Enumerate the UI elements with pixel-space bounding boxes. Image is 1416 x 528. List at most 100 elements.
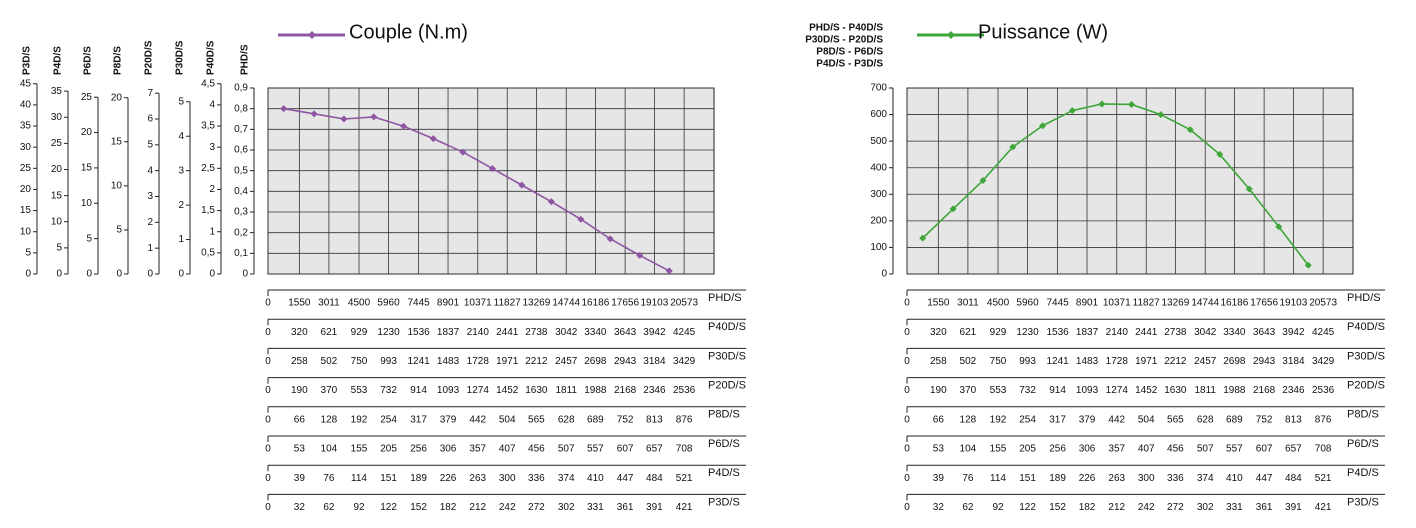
x-tick-label: 3042 [555, 327, 578, 338]
x-tick-label: 2698 [1223, 356, 1246, 367]
x-tick-label: 2536 [673, 385, 696, 396]
y-tick-label: 6 [147, 114, 153, 125]
y-tick-label: 5 [178, 96, 184, 107]
x-tick-label: 421 [1315, 502, 1332, 513]
x-axis-name: P8D/S [708, 409, 740, 421]
x-tick-label: 114 [990, 473, 1006, 484]
y-tick-label: 40 [20, 100, 32, 111]
x-tick-label: 689 [1226, 414, 1243, 425]
x-tick-label: 3042 [1194, 327, 1217, 338]
y-axis-name: P40D/S [206, 40, 217, 75]
x-tick-label: 2212 [1164, 356, 1187, 367]
x-tick-label: 1483 [437, 356, 460, 367]
y-tick-label: 0 [242, 269, 248, 280]
y-tick-label: 0,6 [234, 145, 248, 156]
x-tick-label: 5960 [377, 298, 400, 309]
x-tick-label: 391 [646, 502, 663, 513]
y-tick-label: 15 [81, 163, 93, 174]
x-tick-label: 258 [930, 356, 947, 367]
data-point [1157, 111, 1165, 119]
data-point [979, 176, 987, 184]
y-tick-label: 0,4 [234, 186, 248, 197]
y-tick-label: 100 [870, 242, 887, 253]
x-tick-label: 2168 [1253, 385, 1276, 396]
y-tick-label: 300 [870, 189, 887, 200]
x-tick-label: 2346 [643, 385, 666, 396]
x-tick-label: 19103 [640, 298, 668, 309]
data-point [547, 198, 555, 206]
y-tick-label: 500 [870, 136, 887, 147]
y-tick-label: 1 [178, 234, 184, 245]
x-tick-label: 3011 [318, 298, 340, 309]
x-tick-label: 1536 [1046, 327, 1069, 338]
x-tick-label: 104 [321, 444, 338, 455]
x-tick-label: 447 [617, 473, 634, 484]
y-axis-name: P30D/S [175, 40, 186, 75]
x-tick-label: 410 [1226, 473, 1243, 484]
x-tick-label: 306 [440, 444, 457, 455]
y-tick-label: 25 [51, 138, 63, 149]
x-tick-label: 732 [1019, 385, 1036, 396]
x-axis-name: P4D/S [1347, 467, 1379, 479]
chart-title: Couple (N.m) [349, 21, 468, 43]
data-point [280, 105, 288, 113]
x-tick-label: 300 [1138, 473, 1155, 484]
data-point [606, 235, 614, 243]
y-tick-label: 20 [20, 184, 32, 195]
x-tick-label: 336 [528, 473, 545, 484]
x-tick-label: 553 [990, 385, 1007, 396]
x-tick-label: 17656 [611, 298, 639, 309]
x-tick-label: 752 [1256, 414, 1273, 425]
x-tick-label: 182 [440, 502, 457, 513]
y-tick-label: 10 [20, 226, 32, 237]
x-tick-label: 407 [1138, 444, 1155, 455]
x-tick-label: 708 [1315, 444, 1332, 455]
x-tick-label: 10371 [464, 298, 492, 309]
x-tick-label: 3643 [614, 327, 637, 338]
x-tick-label: 1988 [1223, 385, 1246, 396]
y-tick-label: 0 [147, 269, 153, 280]
y-tick-label: 45 [20, 78, 32, 89]
y-tick-label: 5 [86, 233, 92, 244]
x-tick-label: 3184 [1282, 356, 1305, 367]
y-tick-label: 1,5 [201, 205, 215, 216]
x-tick-label: 1971 [496, 356, 519, 367]
x-tick-label: 557 [587, 444, 604, 455]
axis-group-label: P30D/S - P20D/S [805, 35, 883, 46]
x-tick-label: 750 [990, 356, 1007, 367]
y-axis-name: P3D/S [22, 46, 33, 75]
x-tick-label: 0 [904, 502, 910, 513]
y-tick-label: 10 [81, 198, 93, 209]
x-tick-label: 11827 [1133, 298, 1161, 309]
x-tick-label: 0 [265, 385, 271, 396]
x-tick-label: 565 [1167, 414, 1184, 425]
x-tick-label: 553 [351, 385, 368, 396]
data-point [429, 135, 437, 143]
x-tick-label: 1630 [1164, 385, 1187, 396]
x-axis-name: PHD/S [708, 292, 742, 304]
x-tick-label: 3429 [1312, 356, 1335, 367]
x-tick-label: 114 [351, 473, 367, 484]
x-tick-label: 152 [410, 502, 427, 513]
x-tick-label: 66 [933, 414, 945, 425]
x-tick-label: 421 [676, 502, 693, 513]
y-tick-label: 0,1 [234, 248, 248, 259]
data-point [518, 181, 526, 189]
y-axis-name: P6D/S [83, 46, 94, 75]
x-tick-label: 813 [646, 414, 663, 425]
x-tick-label: 3643 [1253, 327, 1276, 338]
axis-group-label: PHD/S - P40D/S [809, 23, 883, 34]
data-point [1245, 185, 1253, 193]
x-tick-label: 0 [265, 414, 271, 425]
x-tick-label: 62 [323, 502, 335, 513]
y-tick-label: 25 [20, 163, 32, 174]
y-tick-label: 4 [147, 165, 153, 176]
x-tick-label: 521 [1315, 473, 1332, 484]
x-tick-label: 0 [904, 473, 910, 484]
x-tick-label: 189 [410, 473, 427, 484]
x-tick-label: 7445 [1046, 298, 1069, 309]
y-tick-label: 5 [147, 139, 153, 150]
x-tick-label: 379 [440, 414, 457, 425]
x-tick-label: 1550 [927, 298, 950, 309]
x-tick-label: 1536 [407, 327, 430, 338]
